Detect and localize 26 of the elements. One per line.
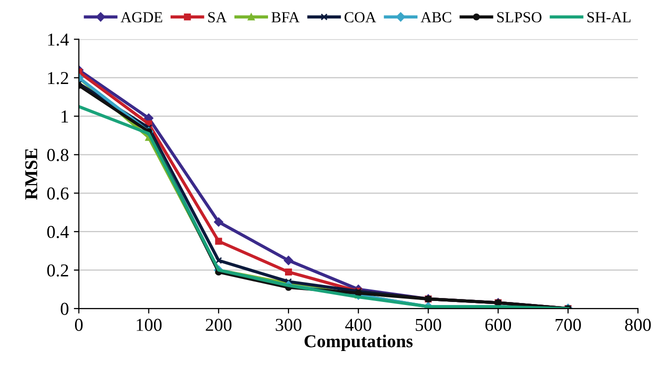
y-tick-label: 0 (60, 302, 68, 315)
legend-label: SLPSO (497, 12, 542, 22)
legend-label: SH-AL (587, 12, 630, 22)
y-tick-label: 0.8 (47, 148, 68, 162)
y-tick-label: 1.2 (48, 72, 68, 84)
x-tick-label: 100 (136, 318, 162, 331)
x-tick-label: 800 (625, 318, 651, 331)
x-tick-label: 200 (206, 318, 232, 331)
y-tick-label: 0.6 (47, 187, 69, 200)
y-tick-label: 1 (62, 110, 68, 122)
legend-label: AGDE (120, 12, 162, 22)
x-axis-title: Computations (304, 334, 413, 352)
legend-label: COA (344, 12, 376, 22)
x-tick-label: 0 (75, 318, 83, 331)
legend-label: SA (208, 12, 227, 22)
y-tick-label: 1.4 (48, 34, 69, 46)
y-tick-label: 0.2 (47, 264, 68, 277)
x-tick-label: 700 (556, 318, 581, 331)
y-axis-title: RMSE (25, 148, 38, 200)
y-tick-label: 0.4 (47, 226, 69, 238)
x-tick-label: 500 (416, 318, 442, 331)
legend-label: ABC (420, 12, 452, 22)
x-tick-label: 600 (485, 318, 512, 331)
legend-label: BFA (272, 12, 300, 22)
x-tick-label: 300 (276, 318, 302, 331)
x-tick-label: 400 (345, 318, 372, 331)
